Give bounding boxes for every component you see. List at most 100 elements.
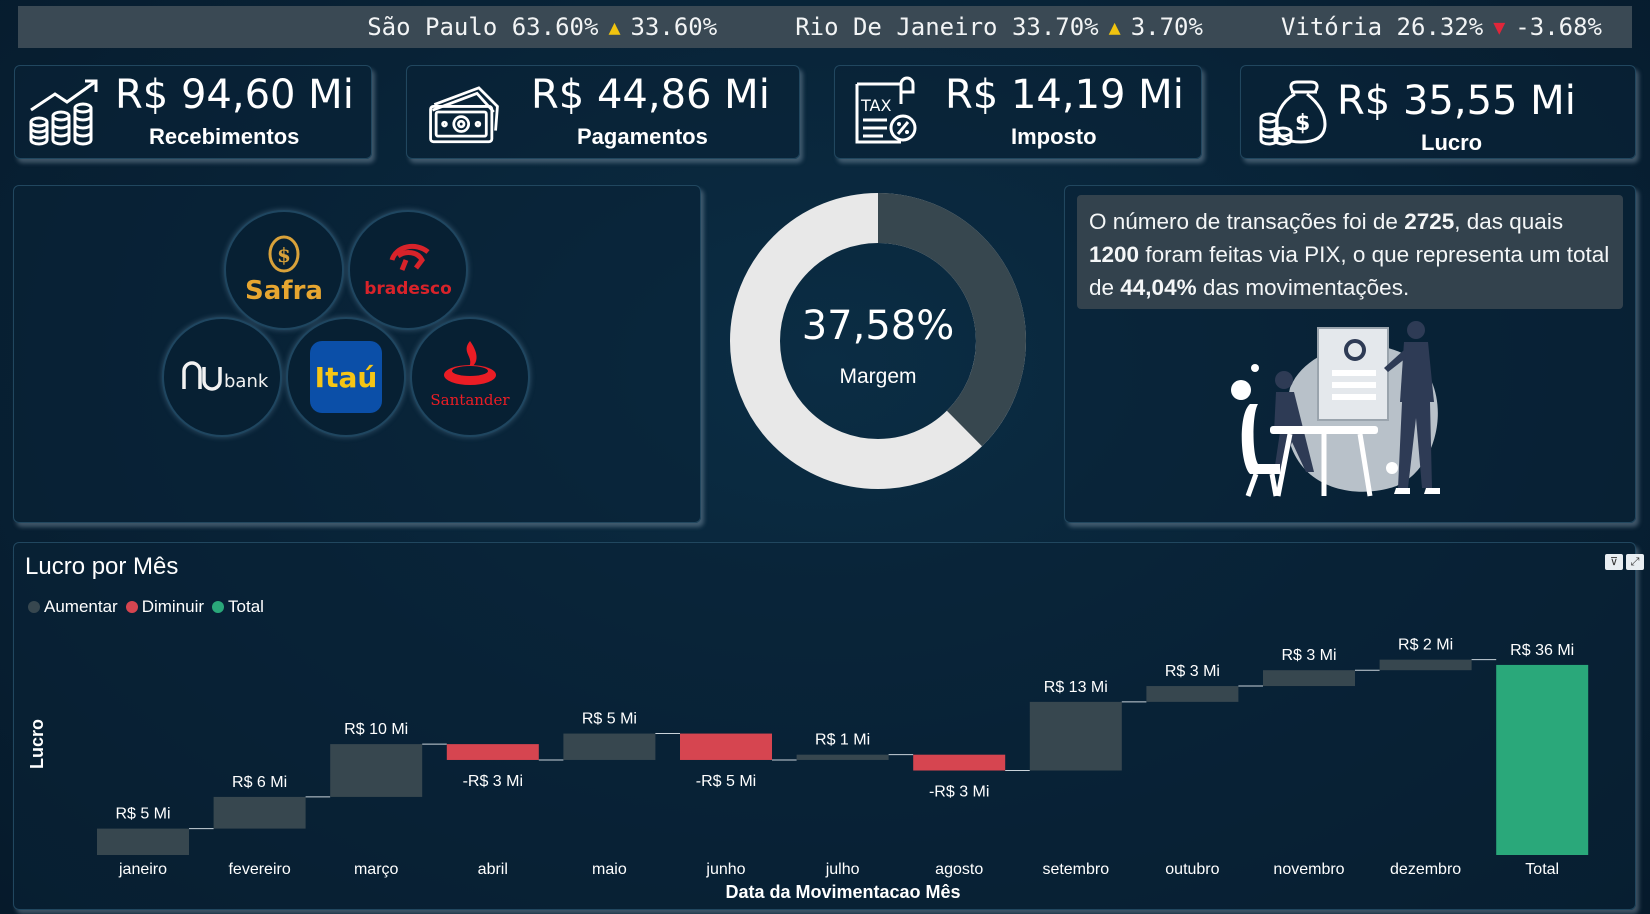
bank-logo-itau[interactable]: Itaú bbox=[286, 317, 406, 437]
svg-text:$: $ bbox=[1295, 111, 1310, 136]
santander-logo: Santander bbox=[430, 341, 510, 409]
x-tick-label: fevereiro bbox=[228, 861, 290, 878]
money-bag-icon: $ bbox=[1259, 80, 1327, 146]
legend-item-increase[interactable]: Aumentar bbox=[28, 597, 118, 617]
business-meeting-illustration bbox=[1231, 321, 1440, 497]
data-label: R$ 13 Mi bbox=[1044, 679, 1108, 696]
ticker-city: São Paulo bbox=[367, 13, 498, 41]
donut-margin-arc[interactable] bbox=[730, 193, 1026, 489]
tax-document-icon: TAX bbox=[855, 76, 917, 144]
ticker-delta: 3.70% bbox=[1130, 13, 1203, 41]
x-tick-label: abril bbox=[478, 861, 508, 878]
data-label: R$ 6 Mi bbox=[232, 774, 287, 791]
nubank-logo: bank bbox=[182, 361, 269, 392]
kpi-card-imposto[interactable]: TAX R$ 14,19 Mi Imposto bbox=[834, 65, 1202, 159]
chart-title: Lucro por Mês bbox=[25, 553, 179, 580]
data-label: -R$ 3 Mi bbox=[463, 773, 523, 790]
margin-value: 37,58% bbox=[801, 303, 955, 349]
bar-setembro[interactable] bbox=[1029, 701, 1122, 771]
summary-text: foram feitas via PIX, o que representa u… bbox=[1089, 242, 1610, 300]
bar-abril[interactable] bbox=[446, 744, 539, 760]
data-label: R$ 1 Mi bbox=[815, 732, 870, 749]
bar-novembro[interactable] bbox=[1263, 670, 1355, 687]
x-tick-label: maio bbox=[592, 861, 627, 878]
legend-item-total[interactable]: Total bbox=[212, 597, 264, 617]
data-label: R$ 2 Mi bbox=[1398, 637, 1453, 654]
bar-outubro[interactable] bbox=[1146, 686, 1239, 702]
summary-text: , das quais bbox=[1454, 209, 1564, 234]
kpi-label: Imposto bbox=[1011, 124, 1097, 149]
ticker-item-sao-paulo: São Paulo 63.60% ▲ 33.60% bbox=[367, 13, 717, 41]
filter-icon[interactable]: ⊽ bbox=[1605, 554, 1623, 570]
summary-text: O número de transações foi de bbox=[1089, 209, 1405, 234]
bank-logo-bradesco[interactable]: bradesco bbox=[348, 210, 468, 330]
x-tick-label: julho bbox=[825, 861, 860, 878]
x-tick-label: dezembro bbox=[1390, 861, 1461, 878]
summary-total-transactions: 2725 bbox=[1404, 209, 1455, 234]
ticker-city: Rio De Janeiro bbox=[795, 13, 998, 41]
legend-dot-icon bbox=[125, 601, 138, 613]
safra-text: Safra bbox=[245, 276, 323, 306]
cash-bills-icon bbox=[429, 86, 499, 144]
tax-icon-text: TAX bbox=[860, 96, 891, 115]
ticker-delta: 33.60% bbox=[630, 13, 718, 41]
itau-logo: Itaú bbox=[310, 341, 382, 413]
kpi-label: Lucro bbox=[1421, 130, 1483, 155]
ticker-delta: -3.68% bbox=[1515, 13, 1602, 41]
nubank-text: bank bbox=[224, 371, 269, 392]
triangle-up-icon: ▲ bbox=[1108, 15, 1121, 39]
bank-logo-nubank[interactable]: bank bbox=[162, 317, 282, 437]
data-label: -R$ 5 Mi bbox=[696, 773, 756, 790]
bar-março[interactable] bbox=[330, 744, 423, 797]
x-tick-label: novembro bbox=[1273, 861, 1344, 878]
x-tick-label: agosto bbox=[935, 861, 983, 878]
legend-dot-icon bbox=[28, 601, 40, 613]
data-label: R$ 36 Mi bbox=[1510, 642, 1574, 659]
santander-text: Santander bbox=[430, 391, 510, 409]
legend-label: Total bbox=[228, 597, 264, 616]
focus-mode-icon[interactable]: ⤢ bbox=[1626, 554, 1644, 570]
bar-fevereiro[interactable] bbox=[213, 796, 306, 829]
legend-dot-icon bbox=[212, 601, 225, 613]
margin-donut[interactable]: 37,58% Margem bbox=[722, 185, 1034, 497]
bar-agosto[interactable] bbox=[913, 754, 1006, 771]
kpi-value: R$ 14,19 Mi bbox=[945, 72, 1184, 118]
data-label: R$ 5 Mi bbox=[115, 806, 170, 823]
profit-chart-panel bbox=[13, 542, 1636, 910]
margin-label: Margem bbox=[839, 365, 917, 388]
ticker-item-rio-de-janeiro: Rio De Janeiro 33.70% ▲ 3.70% bbox=[795, 13, 1203, 41]
bar-janeiro[interactable] bbox=[97, 828, 189, 855]
kpi-card-pagamentos[interactable]: R$ 44,86 Mi Pagamentos bbox=[406, 65, 800, 159]
kpi-card-lucro[interactable]: $ R$ 35,55 Mi Lucro bbox=[1240, 65, 1636, 159]
kpi-label: Pagamentos bbox=[577, 124, 708, 149]
bar-dezembro[interactable] bbox=[1379, 659, 1472, 671]
transactions-summary: O número de transações foi de 2725, das … bbox=[1077, 195, 1623, 309]
safra-logo: $ Safra bbox=[245, 235, 323, 306]
itau-text: Itaú bbox=[315, 361, 378, 394]
triangle-down-icon: ▼ bbox=[1493, 15, 1506, 39]
ticker-bar: São Paulo 63.60% ▲ 33.60% Rio De Janeiro… bbox=[18, 6, 1632, 48]
ticker-item-vitoria: Vitória 26.32% ▼ -3.68% bbox=[1281, 13, 1602, 41]
ticker-value: 33.70% bbox=[1011, 13, 1099, 41]
data-label: R$ 5 Mi bbox=[582, 711, 637, 728]
bradesco-text: bradesco bbox=[364, 279, 452, 299]
legend-item-decrease[interactable]: Diminuir bbox=[125, 597, 204, 617]
kpi-card-recebimentos[interactable]: R$ 94,60 Mi Recebimentos bbox=[14, 65, 372, 159]
kpi-value: R$ 35,55 Mi bbox=[1337, 78, 1576, 124]
margin-donut-svg bbox=[730, 193, 1026, 489]
bar-maio[interactable] bbox=[563, 733, 656, 760]
data-label: R$ 3 Mi bbox=[1165, 663, 1220, 680]
kpi-value: R$ 94,60 Mi bbox=[115, 72, 354, 118]
bank-logo-santander[interactable]: Santander bbox=[410, 317, 530, 437]
bank-logo-safra[interactable]: $ Safra bbox=[224, 210, 344, 330]
x-axis-title: Data da Movimentacao Mês bbox=[725, 882, 960, 902]
data-label: R$ 10 Mi bbox=[344, 721, 408, 738]
bar-julho[interactable] bbox=[796, 754, 889, 760]
summary-pix-transactions: 1200 bbox=[1089, 242, 1140, 267]
bar-junho[interactable] bbox=[680, 733, 772, 760]
bradesco-logo: bradesco bbox=[364, 243, 452, 299]
x-tick-label: outubro bbox=[1165, 861, 1219, 878]
triangle-up-icon: ▲ bbox=[608, 15, 621, 39]
x-tick-label: setembro bbox=[1042, 861, 1109, 878]
bar-total[interactable] bbox=[1496, 664, 1589, 855]
